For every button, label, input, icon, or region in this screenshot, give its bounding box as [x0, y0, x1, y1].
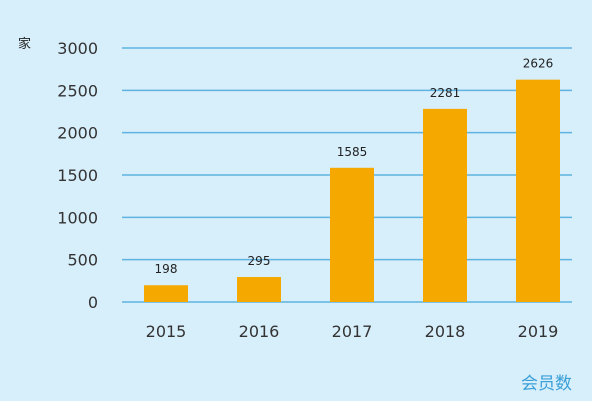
x-tick-label: 2019 — [518, 322, 559, 341]
y-tick-label: 2500 — [57, 81, 98, 100]
chart-caption: 会员数 — [521, 374, 572, 394]
y-tick-label: 2000 — [57, 124, 98, 143]
data-labels: 198 295 1585 2281 2626 — [155, 57, 554, 277]
x-tick-label: 2015 — [146, 322, 187, 341]
bar — [516, 79, 560, 302]
x-tick-label: 2017 — [332, 322, 373, 341]
bar — [237, 277, 281, 302]
bar — [423, 108, 467, 302]
y-axis-ticks: 0 500 1000 1500 2000 2500 3000 — [57, 39, 98, 312]
y-tick-label: 1500 — [57, 166, 98, 185]
x-axis-ticks: 2015 2016 2017 2018 2019 — [146, 322, 559, 341]
y-axis-unit-label: 家 — [18, 36, 31, 52]
y-tick-label: 500 — [67, 251, 98, 270]
bar — [330, 167, 374, 302]
bar — [144, 285, 188, 302]
data-label: 1585 — [337, 145, 368, 159]
data-label: 295 — [248, 254, 271, 268]
x-tick-label: 2016 — [239, 322, 280, 341]
y-tick-label: 0 — [88, 293, 98, 312]
data-label: 2281 — [430, 86, 461, 100]
y-tick-label: 3000 — [57, 39, 98, 58]
data-label: 2626 — [523, 57, 554, 71]
x-tick-label: 2018 — [425, 322, 466, 341]
bars — [144, 79, 560, 302]
y-tick-label: 1000 — [57, 208, 98, 227]
data-label: 198 — [155, 262, 178, 276]
